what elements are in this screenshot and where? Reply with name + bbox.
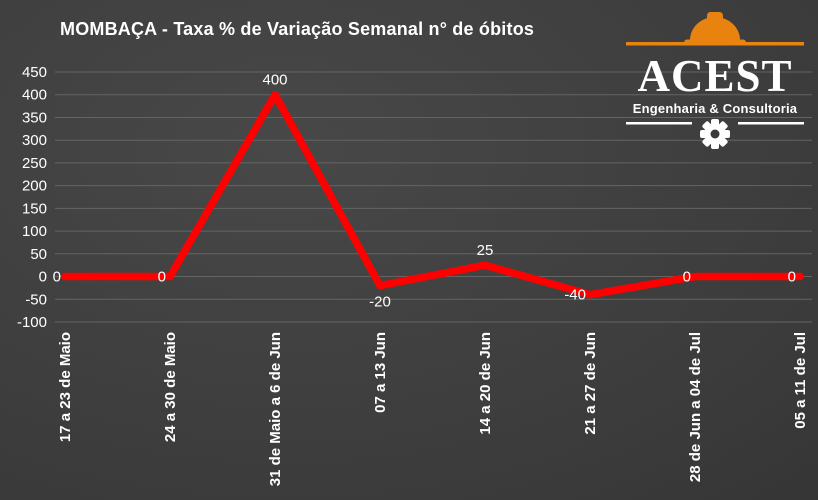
logo-name: ACEST xyxy=(637,51,793,101)
y-tick-label: -50 xyxy=(25,291,47,308)
gear-icon xyxy=(626,119,804,149)
data-series-line[interactable] xyxy=(61,90,804,299)
y-tick-label: 450 xyxy=(22,64,47,81)
y-tick-label: 400 xyxy=(22,87,47,104)
data-label: -20 xyxy=(369,294,391,311)
y-tick-label: 200 xyxy=(22,178,47,195)
data-label: 0 xyxy=(158,269,166,286)
data-label: 0 xyxy=(683,269,691,286)
y-tick-label: 350 xyxy=(22,110,47,127)
x-tick-label: 24 a 30 de Maio xyxy=(162,332,179,442)
y-tick-label: 250 xyxy=(22,155,47,172)
y-tick-label: 300 xyxy=(22,132,47,149)
y-tick-label: 50 xyxy=(30,246,47,263)
y-tick-label: -100 xyxy=(17,314,47,331)
x-tick-label: 31 de Maio a 6 de Jun xyxy=(267,332,284,486)
data-label: 0 xyxy=(53,269,61,286)
data-label: 400 xyxy=(262,72,287,89)
hard-hat-icon xyxy=(626,12,804,46)
acest-logo: ACEST Engenharia & Consultoria xyxy=(624,6,806,159)
y-tick-label: 150 xyxy=(22,200,47,217)
y-tick-label: 100 xyxy=(22,223,47,240)
x-tick-label: 21 a 27 de Jun xyxy=(582,332,599,435)
logo-subtitle: Engenharia & Consultoria xyxy=(632,101,798,116)
x-tick-label: 17 a 23 de Maio xyxy=(57,332,74,442)
x-tick-label: 05 a 11 de Jul xyxy=(792,332,809,429)
y-tick-label: 0 xyxy=(39,269,47,286)
x-tick-label: 28 de Jun a 04 de Jul xyxy=(687,332,704,482)
data-label: 0 xyxy=(788,269,796,286)
data-label: 25 xyxy=(477,242,494,259)
x-tick-label: 14 a 20 de Jun xyxy=(477,332,494,435)
data-label: -40 xyxy=(564,287,586,304)
page-title: MOMBAÇA - Taxa % de Variação Semanal n° … xyxy=(60,19,535,39)
x-tick-label: 07 a 13 Jun xyxy=(372,332,389,413)
